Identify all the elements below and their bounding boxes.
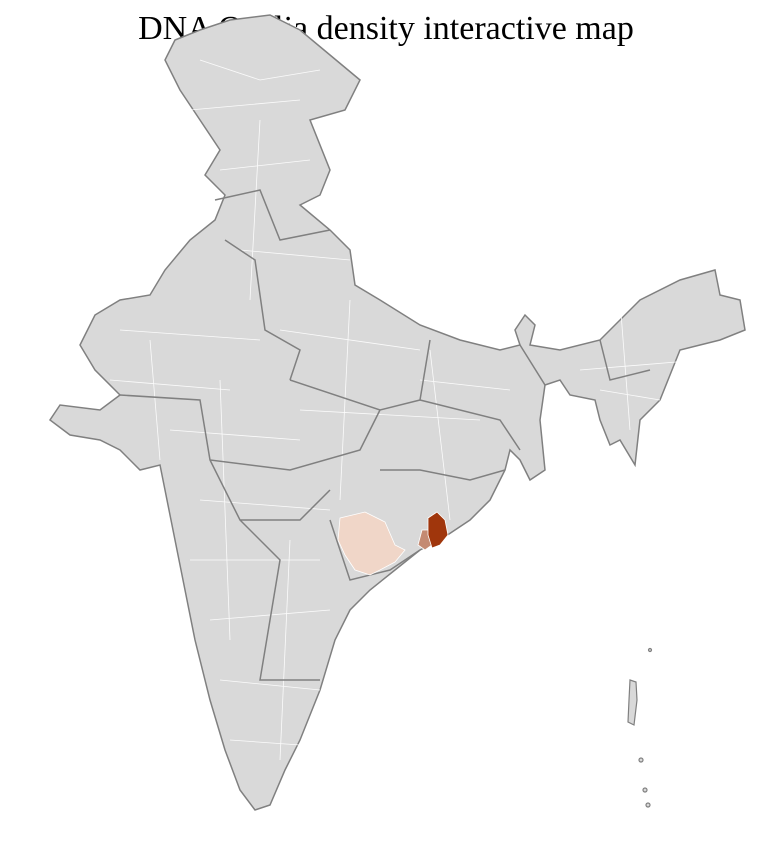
district-borders: [109, 59, 701, 761]
andaman-nicobar-islands: [627, 647, 653, 808]
region-density-low[interactable]: [337, 511, 406, 576]
region-density-high[interactable]: [427, 511, 449, 549]
india-outline: [48, 14, 746, 811]
